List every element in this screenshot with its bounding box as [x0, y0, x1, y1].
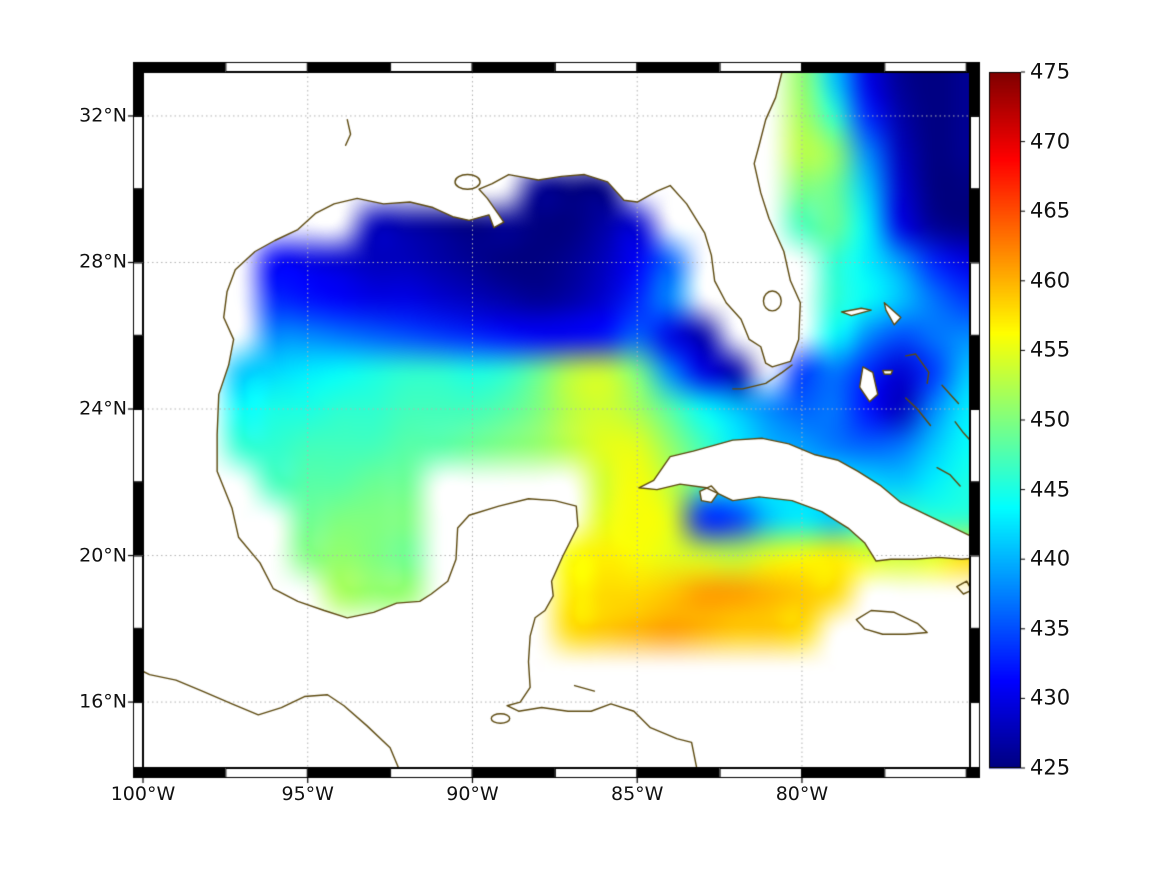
- x-tick-label-100W: 100°W: [110, 783, 176, 805]
- colorbar-tick-label-440: 440: [1030, 546, 1071, 571]
- colorbar-tick-label-430: 430: [1030, 685, 1071, 710]
- colorbar-tick-label-475: 475: [1030, 59, 1071, 84]
- y-tick-label-16N: 16°N: [79, 690, 127, 713]
- y-tick-label-32N: 32°N: [79, 104, 127, 127]
- colorbar-tick-label-425: 425: [1030, 755, 1071, 780]
- x-tick-label-90W: 90°W: [446, 783, 499, 805]
- colorbar-tick-label-450: 450: [1030, 407, 1071, 432]
- colorbar-tick-label-460: 460: [1030, 268, 1071, 293]
- colorbar-tick-label-470: 470: [1030, 129, 1071, 154]
- colorbar-tick-label-445: 445: [1030, 477, 1071, 502]
- y-tick-label-28N: 28°N: [79, 250, 127, 273]
- x-tick-label-95W: 95°W: [281, 783, 334, 805]
- y-tick-label-24N: 24°N: [79, 397, 127, 420]
- x-tick-label-80W: 80°W: [775, 783, 829, 805]
- colorbar-tick-label-435: 435: [1030, 616, 1071, 641]
- x-tick-label-85W: 85°W: [610, 783, 664, 805]
- colorbar-tick-label-465: 465: [1030, 198, 1071, 223]
- y-tick-label-20N: 20°N: [79, 544, 127, 567]
- colorbar-tick-label-455: 455: [1030, 337, 1071, 362]
